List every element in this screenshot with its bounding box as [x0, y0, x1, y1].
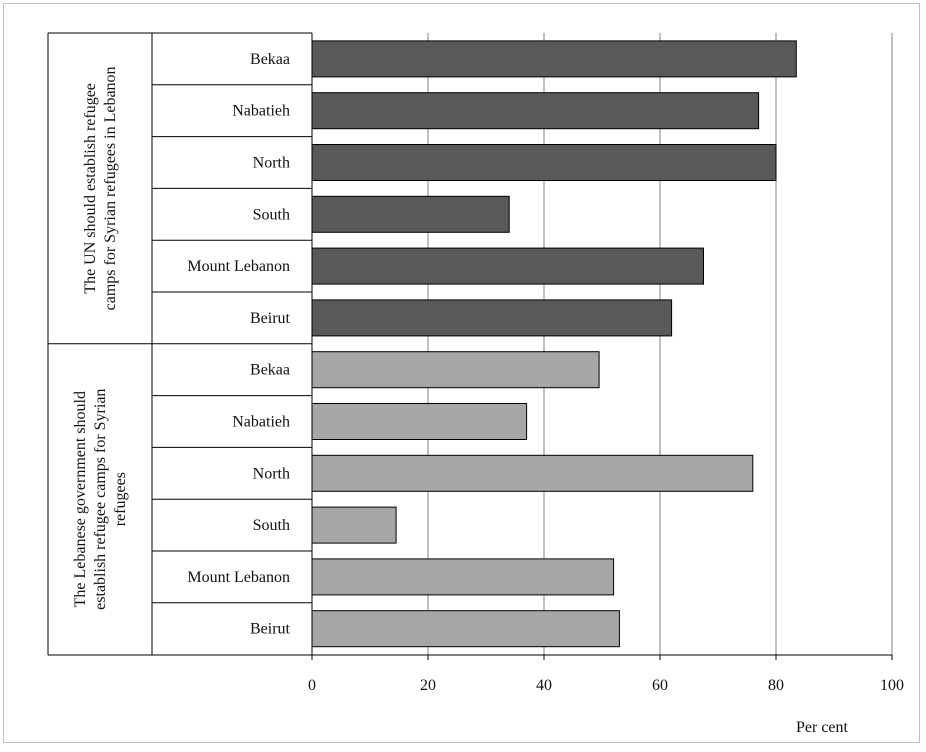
bar-1-beirut	[311, 610, 620, 648]
group-label: The UN should establish refugee camps for…	[82, 66, 119, 310]
x-axis-ticks: 0 20 40 60 80 100	[308, 655, 904, 694]
bar-1-north	[311, 454, 754, 492]
bar-1-mount-lebanon	[311, 558, 615, 596]
category-label: South	[253, 206, 290, 223]
x-tick-label: 60	[652, 677, 668, 694]
category-label: North	[253, 465, 290, 482]
x-tick-label: 100	[880, 677, 904, 694]
bar-0-south	[311, 195, 510, 233]
group-labels: The UN should establish refugee camps for…	[72, 66, 129, 609]
category-label: Nabatieh	[232, 414, 290, 431]
group-label-line: The Lebanese government should	[72, 391, 89, 607]
x-tick-label: 80	[768, 677, 784, 694]
bar-0-nabatieh	[311, 92, 760, 130]
category-labels: Bekaa Nabatieh North South Mount Lebanon Beir…	[187, 51, 290, 638]
bar-0-north	[311, 144, 777, 181]
category-label: Nabatieh	[232, 103, 290, 120]
x-tick-label: 20	[420, 677, 436, 694]
bar-0-bekaa	[311, 40, 797, 78]
category-label: Bekaa	[250, 51, 290, 68]
category-label: Beirut	[250, 621, 291, 638]
category-label: Bekaa	[250, 362, 290, 379]
bar-1-nabatieh	[311, 403, 528, 440]
category-label: Mount Lebanon	[187, 258, 290, 275]
x-tick-label: 40	[536, 677, 552, 694]
bar-1-south	[311, 506, 397, 544]
group-label: The Lebanese government should establish …	[72, 389, 129, 610]
x-tick-label: 0	[308, 677, 316, 694]
group-label-line: refugees	[112, 472, 129, 526]
bar-0-mount-lebanon	[311, 247, 704, 285]
x-axis-title: Per cent	[796, 719, 849, 736]
bars	[311, 40, 797, 648]
group-label-line: camps for Syrian refugees in Lebanon	[102, 66, 119, 310]
category-label: South	[253, 517, 290, 534]
bar-0-beirut	[311, 299, 673, 337]
grid-lines	[427, 33, 893, 655]
bar-1-bekaa	[311, 351, 600, 389]
category-axis-frame	[47, 32, 892, 656]
group-label-line: establish refugee camps for Syrian	[92, 389, 109, 610]
group-label-line: The UN should establish refugee	[82, 83, 99, 294]
category-label: Mount Lebanon	[187, 569, 290, 586]
category-label: Beirut	[250, 310, 291, 327]
category-label: North	[253, 155, 290, 172]
